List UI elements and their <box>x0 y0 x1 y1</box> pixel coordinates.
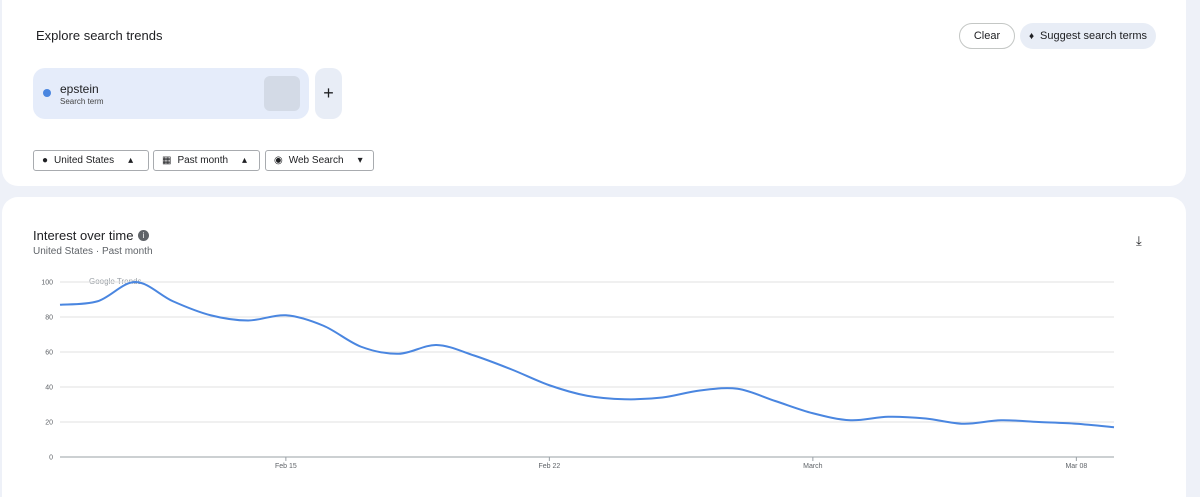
search-icon[interactable] <box>264 76 300 111</box>
y-tick-label: 60 <box>45 350 53 357</box>
suggest-button[interactable]: ♦ Suggest search terms <box>1020 23 1156 49</box>
source-dropdown[interactable]: ◉ Web Search ▾ <box>265 150 374 171</box>
search-card: Explore search trends Clear ♦ Suggest sea… <box>2 0 1186 186</box>
region-dropdown[interactable]: ● United States ▴ <box>33 150 149 171</box>
time-dropdown[interactable]: ▦ Past month ▴ <box>153 150 260 171</box>
dropdown-label: United States <box>54 155 115 166</box>
download-icon[interactable]: ⤓ <box>1136 233 1142 248</box>
x-tick-label: Feb 15 <box>275 463 297 470</box>
term-name: epstein <box>60 82 99 96</box>
term-label: Search term <box>60 97 104 106</box>
x-tick-label: Feb 22 <box>538 463 560 470</box>
clear-button[interactable]: Clear <box>959 23 1015 49</box>
y-tick-label: 100 <box>41 280 53 287</box>
chart-subtitle: United States · Past month <box>33 246 153 257</box>
y-tick-label: 40 <box>45 385 53 392</box>
chart-card: Interest over time i United States · Pas… <box>2 197 1186 497</box>
suggest-label: Suggest search terms <box>1040 30 1148 42</box>
term-dot <box>43 89 51 97</box>
y-tick-label: 80 <box>45 315 53 322</box>
subtitle-part: United States <box>33 246 94 257</box>
term-chip[interactable]: epstein Search term <box>33 68 309 119</box>
y-tick-label: 20 <box>45 420 53 427</box>
subtitle-part: Past month <box>101 246 153 257</box>
line-series <box>59 280 1115 429</box>
add-term[interactable]: + <box>315 68 342 119</box>
x-tick-label: March <box>803 463 823 470</box>
y-tick-label: 0 <box>49 455 53 462</box>
page-title: Explore search trends <box>36 28 163 43</box>
dropdown-label: Past month <box>177 155 229 166</box>
chart-title: Interest over time <box>33 228 134 243</box>
info-icon[interactable]: i <box>138 230 149 241</box>
x-tick-label: Mar 08 <box>1065 463 1087 470</box>
dropdown-label: Web Search <box>288 155 344 166</box>
